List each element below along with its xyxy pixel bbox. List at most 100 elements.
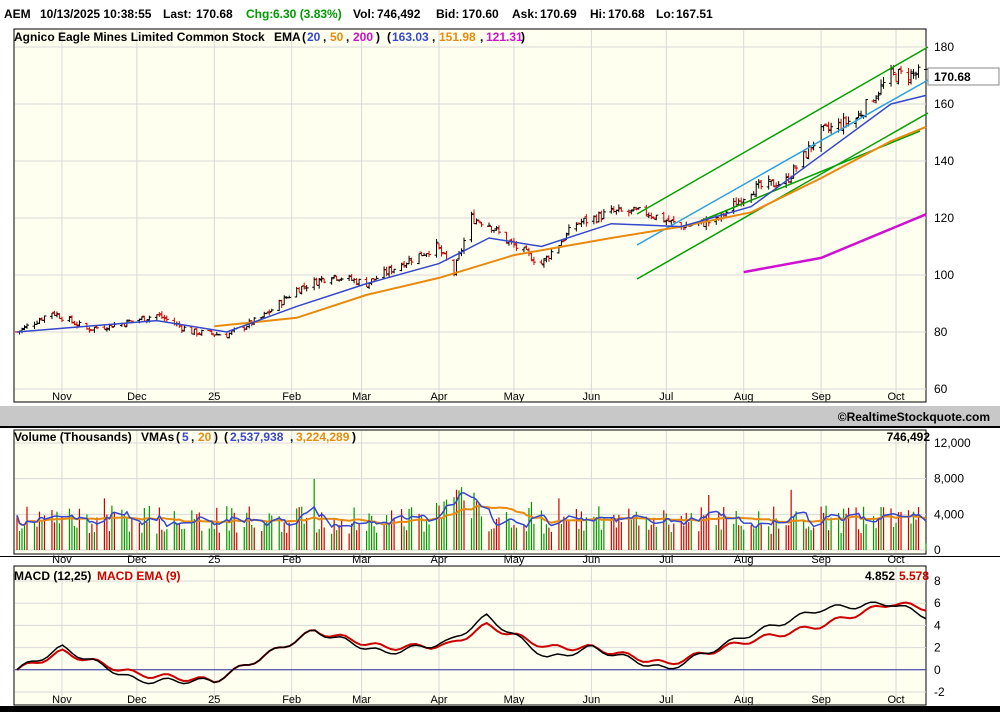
- y-tick-label: 4,000: [934, 507, 964, 521]
- copyright-strip: [0, 406, 1000, 427]
- macd-value: 4.852: [865, 569, 895, 583]
- x-tick-label: 25: [208, 391, 220, 403]
- volume-title: Volume (Thousands): [14, 430, 132, 444]
- x-tick-label: Oct: [887, 554, 904, 566]
- ema-period-200: 200: [353, 30, 373, 44]
- quote-chg: 6.30 (3.83%): [273, 7, 342, 21]
- macd-signal-title: MACD EMA (9): [97, 569, 181, 583]
- volume-y-axis: 0 4,000 8,000 12,000: [934, 436, 971, 557]
- vma-values-close-paren: ): [352, 430, 356, 444]
- y-tick-label: 8: [934, 574, 941, 588]
- x-tick-label: Nov: [52, 694, 72, 706]
- x-tick-label: Mar: [352, 554, 371, 566]
- price-title: Agnico Eagle Mines Limited Common Stock: [14, 30, 265, 44]
- x-tick-label: Aug: [734, 391, 754, 403]
- x-tick-label: Oct: [887, 694, 904, 706]
- last-price-tag-box: [927, 67, 1000, 86]
- ema-label: EMA: [274, 30, 301, 44]
- x-tick-label: Aug: [734, 694, 754, 706]
- ema-comma-1: ,: [323, 30, 326, 44]
- y-tick-label: 0: [934, 543, 941, 557]
- x-tick-label: Feb: [282, 694, 301, 706]
- x-tick-label: Sep: [811, 694, 831, 706]
- y-tick-label: 180: [934, 40, 954, 54]
- y-tick-label: 0: [934, 663, 941, 677]
- x-tick-label: Jun: [582, 391, 600, 403]
- x-tick-label: Jun: [582, 694, 600, 706]
- macd-y-axis: -2 0 2 4 6 8: [934, 574, 945, 699]
- quote-last-label: Last:: [163, 7, 192, 21]
- y-tick-label: 100: [934, 268, 954, 282]
- quote-datetime: 10/13/2025 10:38:55: [40, 7, 152, 21]
- vma-value-comma: ,: [290, 430, 293, 444]
- quote-hi-label: Hi:: [590, 7, 606, 21]
- x-tick-label: Dec: [127, 694, 147, 706]
- vma-open-paren: (: [176, 430, 180, 444]
- x-tick-label: May: [504, 694, 525, 706]
- x-tick-label: Dec: [127, 554, 147, 566]
- ema200-value: 121.31: [486, 30, 523, 44]
- macd-divider: [0, 556, 1000, 557]
- y-tick-label: -2: [934, 685, 945, 699]
- x-tick-label: Feb: [282, 554, 301, 566]
- ema-open-paren: (: [302, 30, 306, 44]
- channel-upper-line: [636, 46, 929, 215]
- x-tick-label: Sep: [811, 391, 831, 403]
- last-price-tag: 170.68: [934, 70, 971, 84]
- x-tick-label: Jul: [659, 694, 673, 706]
- quote-bid: 170.60: [462, 7, 499, 21]
- ema20-value: 163.03: [392, 30, 429, 44]
- vma5-value: 2,537,938: [230, 430, 284, 444]
- x-tick-label: Nov: [52, 554, 72, 566]
- x-tick-label: Nov: [52, 391, 72, 403]
- ema-close-paren: ): [376, 30, 380, 44]
- x-tick-label: Dec: [127, 391, 147, 403]
- y-tick-label: 120: [934, 211, 954, 225]
- vma-period-20: 20: [198, 430, 212, 444]
- ema-values-close-paren: ): [521, 30, 525, 44]
- vma20-line: [16, 505, 927, 526]
- price-y-axis: 60 80 100 120 140 160 180: [934, 40, 954, 396]
- price-plot-area: [13, 28, 927, 403]
- macd-signal-value: 5.578: [899, 569, 929, 583]
- vma-comma-1: ,: [191, 430, 194, 444]
- x-tick-label: Jul: [659, 391, 673, 403]
- vma5-line: [16, 492, 927, 529]
- macd-line: [16, 601, 927, 685]
- y-tick-label: 6: [934, 596, 941, 610]
- y-tick-label: 80: [934, 325, 948, 339]
- y-tick-label: 4: [934, 618, 941, 632]
- quote-bar: AEM 10/13/2025 10:38:55 Last: 170.68 Chg…: [4, 7, 713, 21]
- quote-chg-label: Chg:: [246, 7, 273, 21]
- x-tick-label: Jun: [582, 554, 600, 566]
- quote-bid-label: Bid:: [436, 7, 459, 21]
- vma-values-open-paren: (: [224, 430, 228, 444]
- quote-ask: 170.69: [540, 7, 577, 21]
- vma-label: VMAs: [141, 430, 175, 444]
- x-tick-label: Jul: [659, 554, 673, 566]
- ema200-line: [743, 213, 927, 274]
- bottom-border: [0, 706, 1000, 712]
- ema-values-open-paren: (: [387, 30, 391, 44]
- y-tick-label: 12,000: [934, 436, 971, 450]
- ema50-line: [214, 125, 927, 328]
- quote-symbol: AEM: [4, 7, 31, 21]
- x-tick-label: Apr: [430, 694, 447, 706]
- x-tick-label: Apr: [430, 391, 447, 403]
- ema50-value: 151.98: [439, 30, 476, 44]
- macd-signal-line: [16, 601, 927, 684]
- vma-period-5: 5: [182, 430, 189, 444]
- quote-ask-label: Ask:: [512, 7, 538, 21]
- last-volume: 746,492: [887, 430, 931, 444]
- x-tick-label: Feb: [282, 391, 301, 403]
- x-tick-label: Sep: [811, 554, 831, 566]
- ema-value-comma-2: ,: [480, 30, 483, 44]
- price-gridlines: [15, 30, 926, 401]
- x-tick-label: Mar: [352, 391, 371, 403]
- quote-vol: 746,492: [377, 7, 421, 21]
- quote-last: 170.68: [196, 7, 233, 21]
- x-tick-label: Oct: [887, 391, 904, 403]
- y-tick-label: 8,000: [934, 472, 964, 486]
- ema-value-comma-1: ,: [432, 30, 435, 44]
- volume-panel: 0 4,000 8,000 12,000 Nov Dec 25 Feb Mar Apr May Ju…: [13, 429, 971, 566]
